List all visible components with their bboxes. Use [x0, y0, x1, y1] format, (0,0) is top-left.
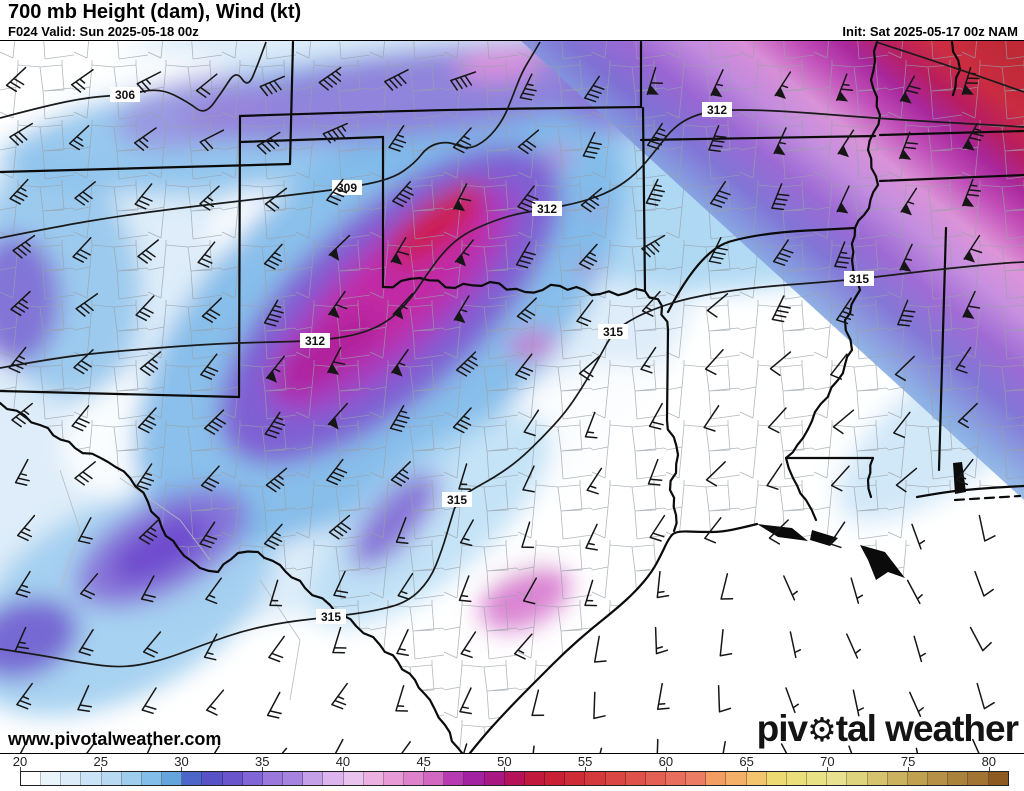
- colorbar-tick-label: 45: [416, 754, 431, 769]
- svg-text:306: 306: [115, 88, 135, 102]
- colorbar-cell: [928, 772, 949, 785]
- svg-text:315: 315: [849, 272, 869, 286]
- watermark-url: www.pivotalweather.com: [8, 729, 222, 749]
- colorbar-tick-label: 50: [497, 754, 512, 769]
- svg-text:315: 315: [603, 325, 623, 339]
- colorbar-tick-label: 55: [577, 754, 593, 769]
- colorbar-legend: 20 25 30 35 40 45 50 55 60 65 70 75 80: [0, 754, 1024, 791]
- colorbar-cell: [666, 772, 687, 785]
- colorbar-cell: [182, 772, 203, 785]
- colorbar-tick-mark: [181, 767, 183, 771]
- colorbar-cells: [20, 771, 1009, 786]
- colorbar-cell: [585, 772, 606, 785]
- colorbar-cell: [303, 772, 324, 785]
- colorbar-cell: [242, 772, 263, 785]
- colorbar-cell: [565, 772, 586, 785]
- colorbar-tick-mark: [908, 767, 910, 771]
- colorbar-tick-label: 30: [174, 754, 189, 769]
- colorbar-cell: [504, 772, 525, 785]
- colorbar-cell: [202, 772, 223, 785]
- colorbar-cell: [766, 772, 787, 785]
- colorbar-cell: [403, 772, 425, 785]
- colorbar-cell: [41, 772, 62, 785]
- colorbar-tick-label: 20: [12, 754, 28, 769]
- colorbar-cell: [827, 772, 848, 785]
- colorbar-cell: [141, 772, 163, 785]
- colorbar-cell: [343, 772, 364, 785]
- colorbar-tick-mark: [585, 767, 587, 771]
- colorbar-cell: [645, 772, 666, 785]
- logo-text-piv: piv: [756, 708, 808, 749]
- colorbar-cell: [907, 772, 929, 785]
- colorbar-tick-mark: [665, 767, 667, 771]
- wind-barbs: [5, 66, 996, 754]
- colorbar-cell: [262, 772, 284, 785]
- colorbar-cell: [706, 772, 727, 785]
- colorbar-cell: [867, 772, 888, 785]
- colorbar-tick-mark: [100, 767, 102, 771]
- colorbar-tick-label: 35: [254, 754, 270, 769]
- colorbar-tick-label: 80: [981, 754, 997, 769]
- colorbar-tick-mark: [423, 767, 425, 771]
- colorbar-cell: [464, 772, 485, 785]
- colorbar-tick-label: 65: [739, 754, 754, 769]
- colorbar-tick-mark: [262, 767, 264, 771]
- colorbar-cell: [121, 772, 142, 785]
- colorbar-tick-mark: [342, 767, 344, 771]
- colorbar-cell: [101, 772, 122, 785]
- map-header: 700 mb Height (dam), Wind (kt) F024 Vali…: [0, 0, 1024, 40]
- colorbar-cell: [746, 772, 767, 785]
- colorbar-tick-mark: [20, 767, 21, 771]
- map-canvas: 306 309 312 312 312 315 315 315 315: [0, 40, 1024, 754]
- colorbar-cell: [887, 772, 908, 785]
- colorbar-cell: [625, 772, 646, 785]
- colorbar-cell: [605, 772, 626, 785]
- svg-text:315: 315: [321, 610, 341, 624]
- colorbar-cell: [283, 772, 304, 785]
- colorbar-tick-label: 25: [93, 754, 108, 769]
- svg-text:312: 312: [707, 103, 727, 117]
- colorbar-cell: [948, 772, 969, 785]
- colorbar-cell: [726, 772, 747, 785]
- colorbar-cell: [222, 772, 243, 785]
- colorbar-cell: [81, 772, 102, 785]
- svg-text:312: 312: [305, 334, 325, 348]
- logo-text-tal-weather: tal weather: [835, 708, 1019, 749]
- svg-text:312: 312: [537, 202, 557, 216]
- colorbar-cell: [545, 772, 566, 785]
- colorbar-tick-label: 60: [658, 754, 674, 769]
- colorbar-cell: [383, 772, 404, 785]
- colorbar-cell: [424, 772, 445, 785]
- colorbar-tick-label: 70: [820, 754, 835, 769]
- colorbar-cell: [988, 772, 1008, 785]
- pivotal-weather-logo: piv⚙tal weather: [756, 708, 1019, 750]
- colorbar-cell: [807, 772, 828, 785]
- colorbar-tick-label: 40: [335, 754, 351, 769]
- map-title: 700 mb Height (dam), Wind (kt): [8, 1, 302, 23]
- colorbar-cell: [363, 772, 384, 785]
- init-time-label: Init: Sat 2025-05-17 00z NAM: [842, 24, 1018, 39]
- colorbar-cell: [968, 772, 989, 785]
- svg-text:315: 315: [447, 493, 467, 507]
- colorbar-cell: [847, 772, 868, 785]
- colorbar-cell: [162, 772, 183, 785]
- colorbar-tick-mark: [504, 767, 506, 771]
- colorbar-cell: [786, 772, 808, 785]
- valid-time-label: F024 Valid: Sun 2025-05-18 00z: [8, 24, 199, 39]
- colorbar-tick-mark: [988, 767, 990, 771]
- colorbar-cell: [524, 772, 546, 785]
- colorbar-cell: [21, 772, 42, 785]
- colorbar-tick-mark: [746, 767, 748, 771]
- gear-icon: ⚙: [807, 710, 837, 749]
- colorbar-tick-mark: [827, 767, 829, 771]
- colorbar-cell: [323, 772, 344, 785]
- colorbar-cell: [686, 772, 707, 785]
- colorbar-cell: [61, 772, 82, 785]
- colorbar-cell: [444, 772, 465, 785]
- colorbar-cell: [484, 772, 505, 785]
- colorbar-tick-label: 75: [900, 754, 916, 769]
